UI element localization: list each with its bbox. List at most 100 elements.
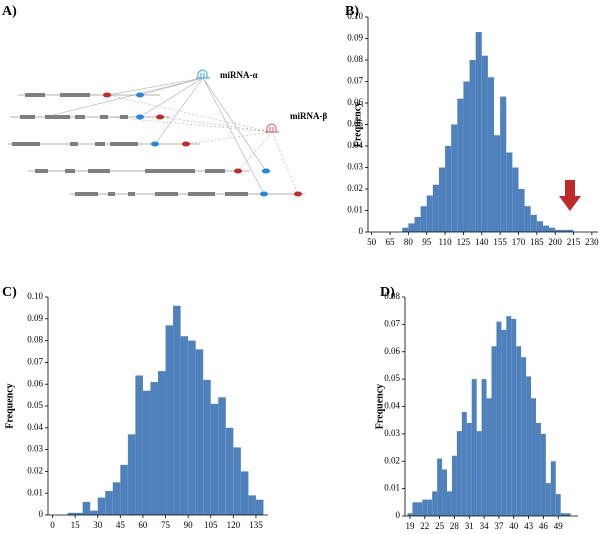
bar xyxy=(407,513,413,516)
y-tick-label: 0.08 xyxy=(347,54,363,64)
y-tick-label: 0.07 xyxy=(27,356,43,366)
bar xyxy=(526,376,532,516)
bar xyxy=(466,422,472,516)
x-tick-label: 45 xyxy=(116,520,126,530)
bar xyxy=(536,221,543,232)
genes xyxy=(8,92,305,197)
x-tick-label: 28 xyxy=(450,521,460,531)
bar xyxy=(432,491,438,516)
x-tick-label: 0 xyxy=(50,520,55,530)
bar xyxy=(521,357,527,516)
bar xyxy=(531,398,536,516)
y-tick-label: 0.05 xyxy=(347,119,363,129)
x-tick-label: 19 xyxy=(405,521,415,531)
bar xyxy=(451,455,457,516)
y-tick-label: 0.07 xyxy=(347,76,363,86)
bar xyxy=(75,512,83,515)
bar xyxy=(255,499,264,515)
x-tick-label: 37 xyxy=(494,521,504,531)
x-tick-label: 135 xyxy=(249,520,263,530)
bar xyxy=(180,336,189,515)
panel-label: C) xyxy=(2,285,17,300)
x-tick-label: 75 xyxy=(161,520,171,530)
y-tick-label: 0.01 xyxy=(27,487,43,497)
x-tick-label: 90 xyxy=(184,520,194,530)
y-tick-label: 0 xyxy=(359,226,364,236)
bar xyxy=(188,340,196,515)
bar xyxy=(120,464,128,515)
bar xyxy=(438,167,446,232)
x-tick-label: 40 xyxy=(509,521,519,531)
x-tick-label: 49 xyxy=(554,521,564,531)
x-tick-label: 110 xyxy=(438,237,452,247)
mirna-icons: miRNA-α miRNA-β xyxy=(196,69,327,133)
bar xyxy=(442,469,448,516)
bar xyxy=(210,403,219,515)
bar xyxy=(422,499,428,516)
y-tick-label: 0.06 xyxy=(384,346,400,356)
y-tick-label: 0.04 xyxy=(347,140,363,150)
y-tick-label: 0.08 xyxy=(384,291,400,301)
bar xyxy=(233,447,241,515)
x-tick-label: 30 xyxy=(93,520,103,530)
bar xyxy=(135,375,143,515)
y-tick-label: 0.04 xyxy=(27,422,43,432)
y-tick-label: 0.06 xyxy=(347,97,363,107)
bar xyxy=(412,502,418,516)
bar xyxy=(67,512,76,515)
arrow xyxy=(559,180,581,211)
bar xyxy=(203,379,211,515)
y-tick-label: 0.07 xyxy=(384,318,400,328)
bar xyxy=(486,398,492,516)
bar xyxy=(437,458,443,516)
bar xyxy=(471,379,477,516)
x-tick-label: 46 xyxy=(539,521,549,531)
panel-label: A) xyxy=(2,4,17,19)
y-tick-label: 0.01 xyxy=(347,205,363,215)
y-tick-label: 0.06 xyxy=(27,378,43,388)
bar xyxy=(469,60,476,232)
bar xyxy=(561,229,568,232)
bar xyxy=(417,502,423,516)
bar xyxy=(240,471,249,515)
bar xyxy=(524,206,531,232)
y-axis-label: Frequency xyxy=(4,383,15,428)
diagram: A) miRNA-α miRNA-β xyxy=(2,4,327,197)
bar xyxy=(475,32,482,232)
bar xyxy=(494,135,501,232)
bar xyxy=(549,227,556,232)
bar xyxy=(451,124,458,232)
bar xyxy=(518,189,525,232)
x-tick-label: 65 xyxy=(386,237,396,247)
bar xyxy=(516,346,522,516)
bar xyxy=(511,318,517,516)
y-tick-label: 0.03 xyxy=(347,162,363,172)
bar xyxy=(506,152,513,232)
bar xyxy=(173,305,181,515)
bar xyxy=(112,482,121,515)
x-tick-label: 22 xyxy=(420,521,429,531)
x-tick-label: 155 xyxy=(493,237,507,247)
bar xyxy=(195,349,204,515)
y-tick-label: 0.03 xyxy=(384,428,400,438)
bar xyxy=(560,513,566,516)
bar xyxy=(426,195,433,232)
y-tick-label: 0 xyxy=(396,510,401,520)
bar xyxy=(487,77,495,232)
connections xyxy=(44,77,299,195)
y-tick-label: 0.03 xyxy=(27,444,43,454)
y-tick-label: 0.05 xyxy=(384,373,400,383)
y-tick-label: 0.09 xyxy=(27,313,43,323)
bar xyxy=(476,431,482,516)
x-tick-label: 31 xyxy=(465,521,474,531)
x-tick-label: 230 xyxy=(585,237,599,247)
bar xyxy=(540,433,546,516)
bar xyxy=(432,184,439,232)
panel-label: B) xyxy=(345,4,359,19)
bar xyxy=(550,461,556,516)
bar xyxy=(501,329,507,516)
bar xyxy=(542,225,550,232)
x-tick-label: 50 xyxy=(367,237,377,247)
x-tick-label: 170 xyxy=(512,237,526,247)
